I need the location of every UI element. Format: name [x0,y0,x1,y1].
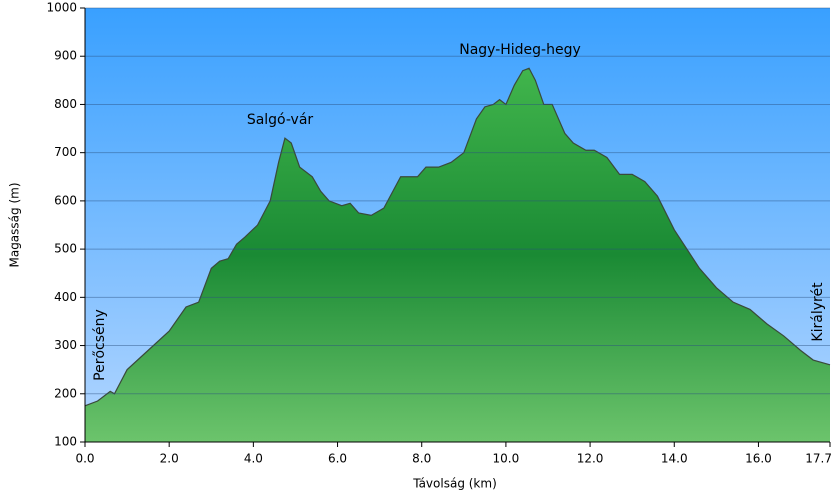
annotation: Perőcsény [92,309,108,381]
area [85,68,830,443]
x-tick-label: 6.0 [328,452,347,466]
y-tick-label: 400 [54,290,77,304]
y-tick-label: 800 [54,97,77,111]
profile-line [84,67,831,407]
x-tick-label: 4.0 [244,452,263,466]
x-axis-label: Távolság (km) [412,477,497,491]
x-tick-label: 0.0 [75,452,94,466]
x-tick-label: 2.0 [160,452,179,466]
annotation: Nagy-Hideg-hegy [459,42,581,58]
y-tick-label: 1000 [46,1,77,15]
y-tick-label: 600 [54,193,77,207]
y-tick-label: 200 [54,386,77,400]
y-tick-label: 700 [54,145,77,159]
x-tick-label: 17.7 [805,452,832,466]
annotation: Királyrét [810,282,826,342]
y-tick-label: 100 [54,435,77,449]
y-tick-label: 500 [54,242,77,256]
x-tick-label: 14.0 [661,452,688,466]
y-tick-label: 300 [54,338,77,352]
x-tick-label: 10.0 [493,452,520,466]
annotation: Salgó-vár [247,112,314,128]
x-tick-label: 16.0 [745,452,772,466]
y-tick-label: 900 [54,49,77,63]
y-axis-label: Magasság (m) [8,182,22,267]
x-tick-label: 8.0 [412,452,431,466]
x-tick-label: 12.0 [577,452,604,466]
